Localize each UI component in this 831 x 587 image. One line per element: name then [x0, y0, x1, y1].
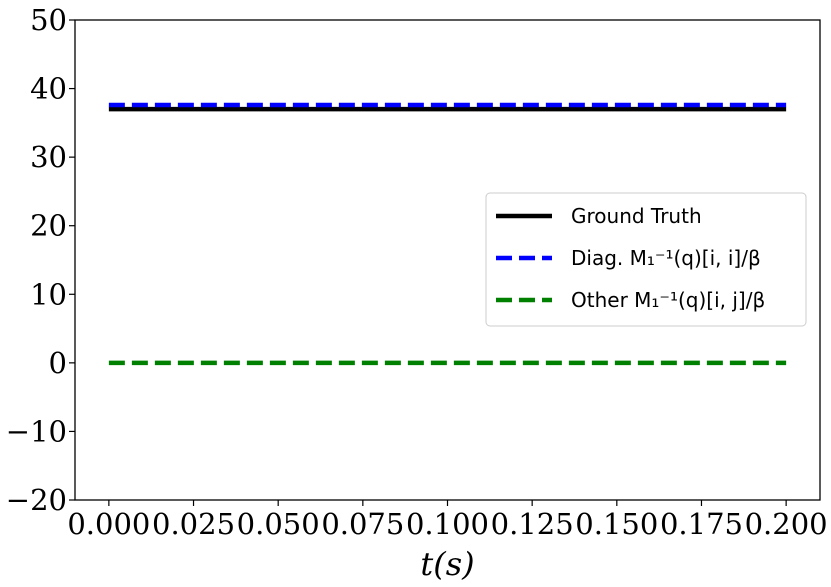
y-tick-label: 50 — [30, 3, 67, 37]
x-tick-label: 0.050 — [237, 507, 320, 541]
x-axis-label: t(s) — [420, 545, 474, 583]
x-axis: 0.000 0.025 0.050 0.075 0.100 0.125 0.150 0.175… — [67, 500, 828, 541]
legend: Ground Truth Diag. M₁⁻¹(q)[i, i]/β Other M… — [485, 192, 807, 327]
legend-label: Diag. M₁⁻¹(q)[i, i]/β — [571, 246, 761, 270]
x-tick-label: 0.175 — [660, 507, 743, 541]
y-axis: −20 −10 0 10 20 30 40 50 — [6, 3, 75, 517]
legend-box — [485, 192, 807, 327]
x-tick-label: 0.100 — [406, 507, 489, 541]
x-tick-label: 0.075 — [321, 507, 404, 541]
y-tick-label: 30 — [30, 140, 67, 174]
y-tick-label: −10 — [6, 414, 67, 448]
x-tick-label: 0.200 — [745, 507, 828, 541]
plot-series-layer — [108, 102, 787, 366]
y-tick-label: −20 — [6, 483, 67, 517]
x-tick-label: 0.000 — [67, 507, 150, 541]
y-tick-label: 0 — [49, 346, 67, 380]
x-tick-label: 0.150 — [575, 507, 658, 541]
y-tick-label: 20 — [30, 209, 67, 243]
legend-label: Ground Truth — [571, 204, 702, 228]
legend-items: Ground Truth Diag. M₁⁻¹(q)[i, i]/β Other M… — [496, 204, 765, 312]
x-tick-label: 0.125 — [491, 507, 574, 541]
y-tick-label: 40 — [30, 72, 67, 106]
y-tick-label: 10 — [30, 277, 67, 311]
legend-label: Other M₁⁻¹(q)[i, j]/β — [571, 288, 765, 312]
x-tick-label: 0.025 — [152, 507, 235, 541]
